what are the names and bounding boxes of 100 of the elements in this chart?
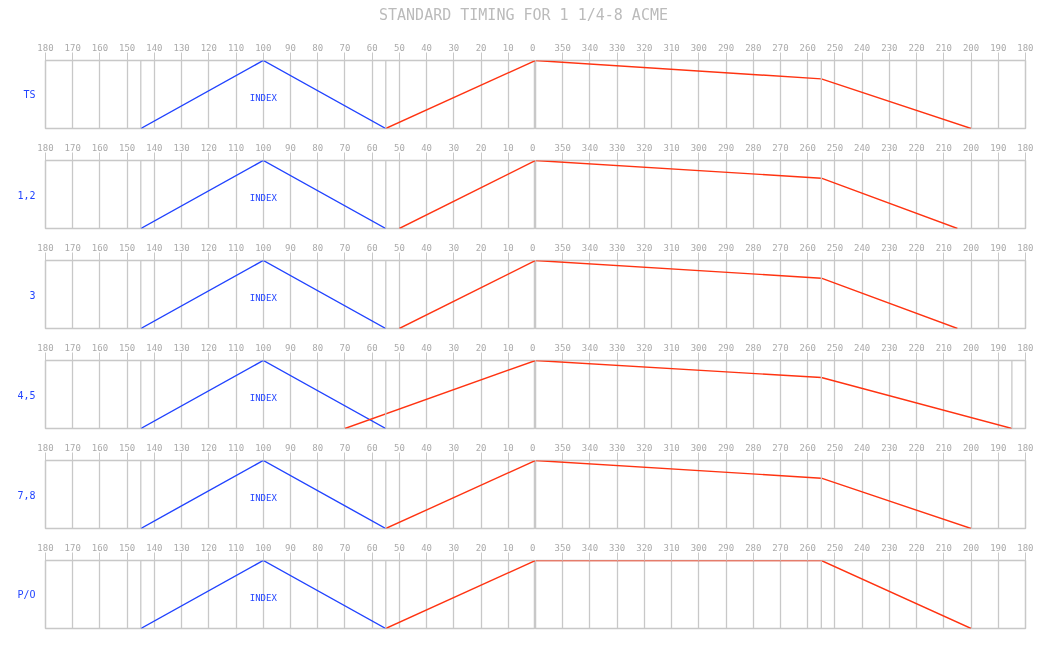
x-tick-label: 200: [962, 142, 980, 153]
x-tick-label: 0: [530, 242, 536, 253]
x-tick-label: 70: [339, 542, 351, 553]
x-tick-label: 110: [227, 242, 245, 253]
x-tick-label: 10: [502, 142, 514, 153]
x-tick-label: 110: [227, 442, 245, 453]
x-tick-label: 60: [366, 242, 378, 253]
x-tick-label: 80: [312, 42, 324, 53]
x-tick-label: 350: [554, 142, 571, 153]
x-tick-label: 270: [772, 42, 789, 53]
x-tick-label: 300: [690, 442, 707, 453]
x-tick-label: 340: [581, 242, 599, 253]
x-tick-label: 240: [854, 42, 871, 53]
x-tick-label: 240: [854, 542, 871, 553]
x-tick-label: 310: [663, 542, 680, 553]
annotation: INDEX: [249, 92, 278, 103]
x-tick-label: 140: [146, 42, 163, 53]
x-tick-label: 90: [285, 242, 296, 253]
x-tick-label: 220: [908, 442, 925, 453]
x-tick-label: 200: [962, 342, 980, 353]
x-tick-label: 190: [990, 142, 1007, 153]
x-tick-label: 200: [962, 242, 980, 253]
x-tick-label: 310: [663, 142, 680, 153]
x-tick-label: 230: [881, 142, 898, 153]
x-tick-label: 150: [119, 42, 136, 53]
x-tick-label: 150: [119, 242, 136, 253]
x-tick-label: 180: [37, 242, 54, 253]
x-tick-label: 250: [826, 442, 844, 453]
x-tick-label: 300: [690, 242, 707, 253]
x-tick-label: 100: [255, 342, 272, 353]
x-tick-label: 70: [339, 442, 351, 453]
x-tick-label: 220: [908, 142, 925, 153]
x-tick-label: 80: [312, 242, 324, 253]
x-tick-label: 110: [227, 342, 245, 353]
x-tick-label: 160: [91, 42, 109, 53]
x-tick-label: 50: [393, 242, 405, 253]
x-tick-label: 50: [393, 542, 405, 553]
x-tick-label: 320: [636, 142, 653, 153]
x-tick-label: 100: [255, 442, 272, 453]
x-tick-label: 280: [745, 242, 762, 253]
x-tick-label: 320: [636, 42, 653, 53]
x-tick-label: 60: [366, 442, 378, 453]
x-tick-label: 50: [393, 342, 405, 353]
x-tick-label: 180: [1017, 342, 1034, 353]
x-tick-label: 350: [554, 342, 571, 353]
x-tick-label: 120: [200, 442, 217, 453]
x-tick-label: 150: [119, 542, 136, 553]
x-tick-label: 180: [37, 142, 54, 153]
annotation: INDEX: [249, 392, 278, 403]
x-tick-label: 290: [717, 342, 735, 353]
y-axis-title: 3: [29, 289, 36, 301]
y-axis-title: TS: [23, 89, 36, 100]
x-tick-label: 240: [854, 342, 871, 353]
x-tick-label: 280: [745, 342, 762, 353]
x-tick-label: 330: [609, 342, 626, 353]
y-axis-title: 4,5: [17, 389, 36, 401]
x-tick-label: 260: [799, 542, 816, 553]
x-tick-label: 270: [772, 442, 789, 453]
x-tick-label: 180: [1017, 442, 1034, 453]
x-tick-label: 90: [285, 442, 296, 453]
x-tick-label: 340: [581, 542, 599, 553]
x-tick-label: 20: [475, 542, 487, 553]
x-tick-label: 40: [421, 342, 433, 353]
x-tick-label: 290: [717, 242, 735, 253]
x-tick-label: 350: [554, 42, 571, 53]
x-tick-label: 290: [717, 42, 735, 53]
x-tick-label: 230: [881, 42, 898, 53]
x-tick-label: 30: [448, 242, 460, 253]
x-tick-label: 340: [581, 42, 599, 53]
x-tick-label: 310: [663, 242, 680, 253]
x-tick-label: 250: [826, 342, 844, 353]
annotation: INDEX: [249, 592, 278, 603]
x-tick-label: 180: [37, 342, 54, 353]
x-tick-label: 290: [717, 142, 735, 153]
x-tick-label: 130: [173, 242, 190, 253]
x-tick-label: 150: [119, 342, 136, 353]
x-tick-label: 240: [854, 142, 871, 153]
x-tick-label: 10: [502, 542, 514, 553]
x-tick-label: 190: [990, 42, 1007, 53]
annotation: INDEX: [249, 492, 278, 503]
x-tick-label: 50: [393, 42, 405, 53]
x-tick-label: 330: [609, 442, 626, 453]
x-tick-label: 340: [581, 442, 599, 453]
x-tick-label: 310: [663, 342, 680, 353]
x-tick-label: 160: [91, 142, 109, 153]
x-tick-label: 10: [502, 442, 514, 453]
x-tick-label: 300: [690, 42, 707, 53]
x-tick-label: 290: [717, 442, 735, 453]
x-tick-label: 70: [339, 342, 351, 353]
x-tick-label: 130: [173, 442, 190, 453]
x-tick-label: 140: [146, 242, 163, 253]
x-tick-label: 170: [64, 542, 81, 553]
x-tick-label: 70: [339, 242, 351, 253]
x-tick-label: 260: [799, 442, 816, 453]
x-tick-label: 170: [64, 142, 81, 153]
x-tick-label: 30: [448, 42, 460, 53]
x-tick-label: 330: [609, 242, 626, 253]
x-tick-label: 140: [146, 342, 163, 353]
x-tick-label: 210: [935, 542, 952, 553]
x-tick-label: 270: [772, 242, 789, 253]
